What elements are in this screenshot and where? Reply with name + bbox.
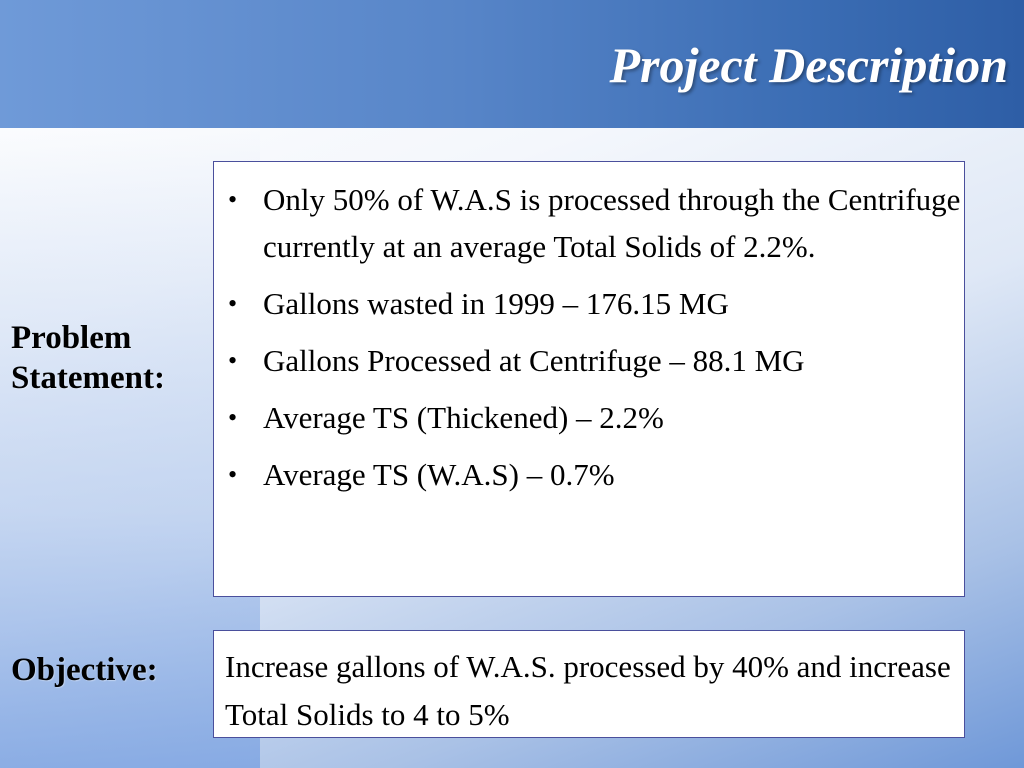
- bullet-icon: •: [228, 289, 238, 318]
- bullet-icon: •: [228, 185, 238, 214]
- objective-text: Increase gallons of W.A.S. processed by …: [225, 649, 951, 732]
- problem-statement-box: • Only 50% of W.A.S is processed through…: [213, 161, 965, 597]
- bullet-icon: •: [228, 346, 238, 375]
- bullet-item: • Gallons Processed at Centrifuge – 88.1…: [228, 337, 964, 384]
- objective-box: Increase gallons of W.A.S. processed by …: [213, 630, 965, 738]
- bullet-item: • Gallons wasted in 1999 – 176.15 MG: [228, 280, 964, 327]
- bullet-text: Gallons wasted in 1999 – 176.15 MG: [263, 286, 729, 321]
- objective-label: Objective:: [11, 652, 158, 688]
- slide-title: Project Description: [609, 37, 1008, 93]
- problem-label-line1: Problem: [11, 320, 132, 356]
- bullet-item: • Only 50% of W.A.S is processed through…: [228, 176, 964, 270]
- problem-bullet-list: • Only 50% of W.A.S is processed through…: [214, 162, 964, 498]
- problem-statement-label: Problem Statement:: [11, 318, 165, 398]
- bullet-text: Average TS (W.A.S) – 0.7%: [263, 457, 615, 492]
- bullet-item: • Average TS (Thickened) – 2.2%: [228, 394, 964, 441]
- bullet-text: Only 50% of W.A.S is processed through t…: [263, 182, 961, 264]
- bullet-text: Average TS (Thickened) – 2.2%: [263, 400, 664, 435]
- bullet-text: Gallons Processed at Centrifuge – 88.1 M…: [263, 343, 805, 378]
- bullet-icon: •: [228, 403, 238, 432]
- bullet-item: • Average TS (W.A.S) – 0.7%: [228, 451, 964, 498]
- problem-label-line2: Statement:: [11, 360, 165, 396]
- bullet-icon: •: [228, 460, 238, 489]
- title-bar: Project Description: [0, 0, 1024, 128]
